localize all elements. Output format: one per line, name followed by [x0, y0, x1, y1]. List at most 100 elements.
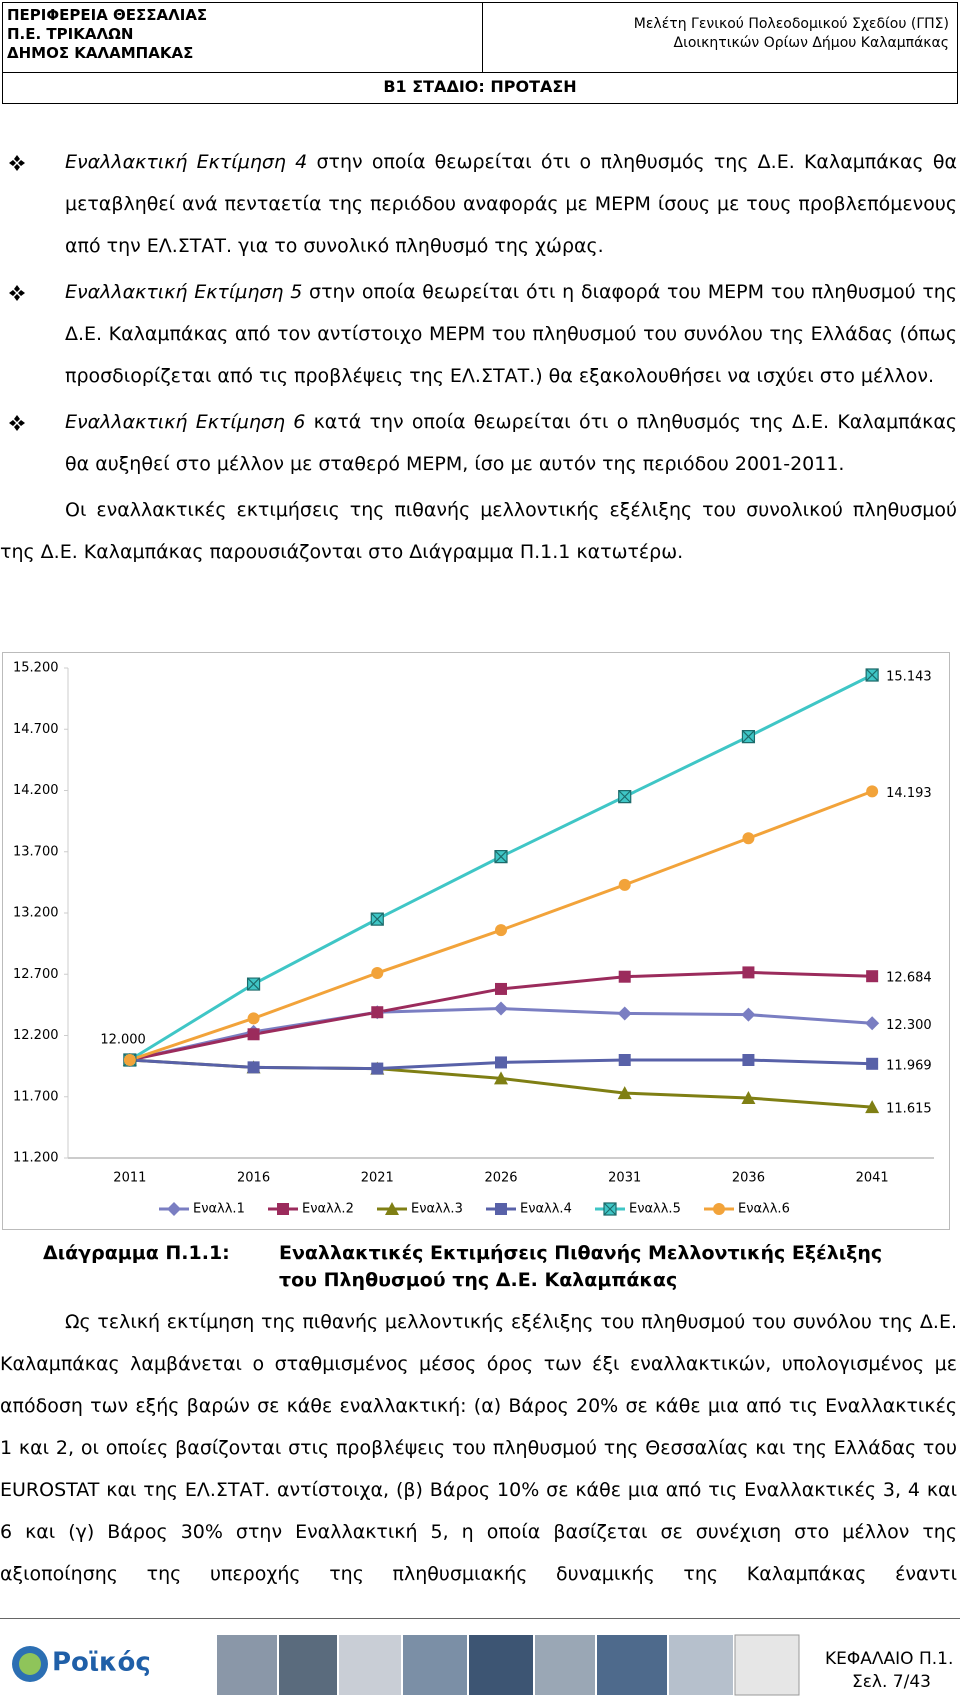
marker	[495, 1056, 507, 1069]
body-text: Εναλλακτική Εκτίμηση 4 στην οποία θεωρεί…	[0, 141, 957, 573]
x-tick-label: 2041	[856, 1171, 889, 1186]
marker	[866, 970, 879, 983]
marker	[618, 878, 631, 891]
marker	[617, 1086, 632, 1100]
caption-title: Εναλλακτικές Εκτιμήσεις Πιθανής Μελλοντι…	[279, 1242, 883, 1291]
legend-marker	[603, 1202, 617, 1216]
legend-marker	[167, 1202, 181, 1216]
paragraph: Ως τελική εκτίμηση της πιθανής μελλοντικ…	[0, 1311, 957, 1585]
x-tick-label: 2011	[113, 1171, 146, 1186]
x-tick-label: 2031	[608, 1171, 641, 1186]
marker	[617, 1006, 632, 1021]
emphasis: Εναλλακτική Εκτίμηση 6	[65, 411, 306, 433]
legend-label: Εναλλ.3	[411, 1202, 463, 1217]
bullet-text: στην οποία θεωρείται ότι ο πληθυσμός της…	[65, 151, 958, 257]
marker	[247, 1012, 260, 1025]
marker	[742, 832, 755, 845]
photo	[217, 1635, 277, 1695]
marker	[741, 730, 756, 744]
photo	[535, 1635, 595, 1695]
marker	[865, 1016, 880, 1031]
photo	[669, 1635, 733, 1695]
emphasis: Εναλλακτική Εκτίμηση 5	[65, 281, 303, 303]
photo	[597, 1635, 667, 1695]
paragraph: Οι εναλλακτικές εκτιμήσεις της πιθανής μ…	[0, 499, 957, 563]
legend-label: Εναλλ.4	[520, 1202, 572, 1217]
bullet-icon	[9, 285, 25, 301]
x-tick-label: 2016	[237, 1171, 270, 1186]
header-right: Μελέτη Γενικού Πολεοδομικού Σχεδίου (ΓΠΣ…	[634, 15, 949, 53]
marker	[866, 785, 879, 798]
header-line: ΔΗΜΟΣ ΚΑΛΑΜΠΑΚΑΣ	[7, 44, 194, 62]
marker	[741, 1090, 756, 1104]
marker	[370, 912, 384, 926]
data-label: 15.143	[886, 669, 932, 684]
y-tick-label: 13.200	[13, 906, 59, 921]
photo	[403, 1635, 467, 1695]
marker	[741, 1007, 756, 1022]
bullet: Εναλλακτική Εκτίμηση 5 στην οποία θεωρεί…	[0, 271, 957, 397]
bullet-icon	[9, 415, 25, 431]
y-tick-label: 11.200	[13, 1151, 59, 1166]
emphasis: Εναλλακτική Εκτίμηση 4	[65, 151, 308, 173]
legend-label: Εναλλ.5	[629, 1202, 681, 1217]
header-line: Π.Ε. ΤΡΙΚΑΛΩΝ	[7, 25, 134, 43]
logo-icon	[19, 1653, 41, 1675]
header: ΠΕΡΙΦΕΡΕΙΑ ΘΕΣΣΑΛΙΑΣ Π.Ε. ΤΡΙΚΑΛΩΝ ΔΗΜΟΣ…	[2, 2, 958, 104]
data-label: 11.615	[886, 1102, 932, 1117]
chapter: ΚΕΦΑΛΑΙΟ Π.1.	[825, 1649, 953, 1669]
chart: 11.200 11.700 12.200 12.700 13.200 13.700 14.2…	[2, 652, 950, 1230]
marker	[494, 1001, 508, 1016]
x-tick-label: 2021	[361, 1171, 394, 1186]
header-line: Μελέτη Γενικού Πολεοδομικού Σχεδίου (ΓΠΣ…	[633, 16, 949, 32]
marker	[865, 1100, 880, 1114]
marker	[371, 1062, 384, 1075]
marker	[123, 1054, 136, 1066]
y-tick-label: 12.200	[13, 1028, 59, 1043]
legend-label: Εναλλ.1	[193, 1202, 245, 1217]
legend-label: Εναλλ.6	[738, 1202, 790, 1217]
divider	[482, 3, 483, 72]
marker	[247, 1028, 260, 1041]
data-label: 14.193	[886, 786, 932, 801]
divider	[3, 72, 957, 73]
marker	[371, 967, 384, 980]
legend-marker	[385, 1202, 399, 1215]
marker	[618, 1054, 631, 1066]
marker	[742, 966, 755, 979]
photo	[734, 1634, 800, 1696]
header-line: Διοικητικών Ορίων Δήμου Καλαμπάκας	[673, 35, 949, 51]
marker	[618, 970, 631, 983]
marker	[865, 668, 879, 682]
y-tick-label: 13.700	[13, 844, 59, 859]
marker	[618, 790, 632, 804]
marker	[495, 982, 507, 995]
y-tick-label: 11.700	[13, 1089, 59, 1104]
y-tick-label: 14.200	[13, 783, 59, 798]
footer: Ροϊκός ΚΕΦΑΛΑΙΟ Π.1. Σελ. 7/43	[0, 1618, 960, 1704]
marker	[494, 850, 508, 864]
y-tick-label: 12.700	[13, 967, 59, 982]
header-left: ΠΕΡΙΦΕΡΕΙΑ ΘΕΣΣΑΛΙΑΣ Π.Ε. ΤΡΙΚΑΛΩΝ ΔΗΜΟΣ…	[7, 6, 207, 63]
data-label: 12.684	[886, 971, 932, 986]
marker	[742, 1054, 755, 1066]
legend-marker	[495, 1203, 507, 1215]
photo	[279, 1635, 337, 1695]
chart-frame	[2, 652, 950, 1230]
x-tick-label: 2036	[732, 1171, 765, 1186]
marker	[494, 1071, 508, 1085]
x-tick-label: 2026	[484, 1171, 517, 1186]
caption-label: Διάγραμμα Π.1.1:	[43, 1242, 230, 1264]
legend-marker	[277, 1203, 289, 1215]
marker	[495, 924, 507, 937]
data-label: 11.969	[886, 1058, 932, 1073]
y-tick-label: 15.200	[13, 661, 59, 676]
page-number: Σελ. 7/43	[852, 1672, 931, 1692]
bullet-icon	[9, 155, 25, 171]
photo	[339, 1635, 401, 1695]
marker	[246, 977, 261, 991]
bullet: Εναλλακτική Εκτίμηση 4 στην οποία θεωρεί…	[0, 141, 957, 267]
stage-title: Β1 ΣΤΑΔΙΟ: ΠΡΟΤΑΣΗ	[383, 77, 577, 96]
marker	[247, 1061, 260, 1074]
